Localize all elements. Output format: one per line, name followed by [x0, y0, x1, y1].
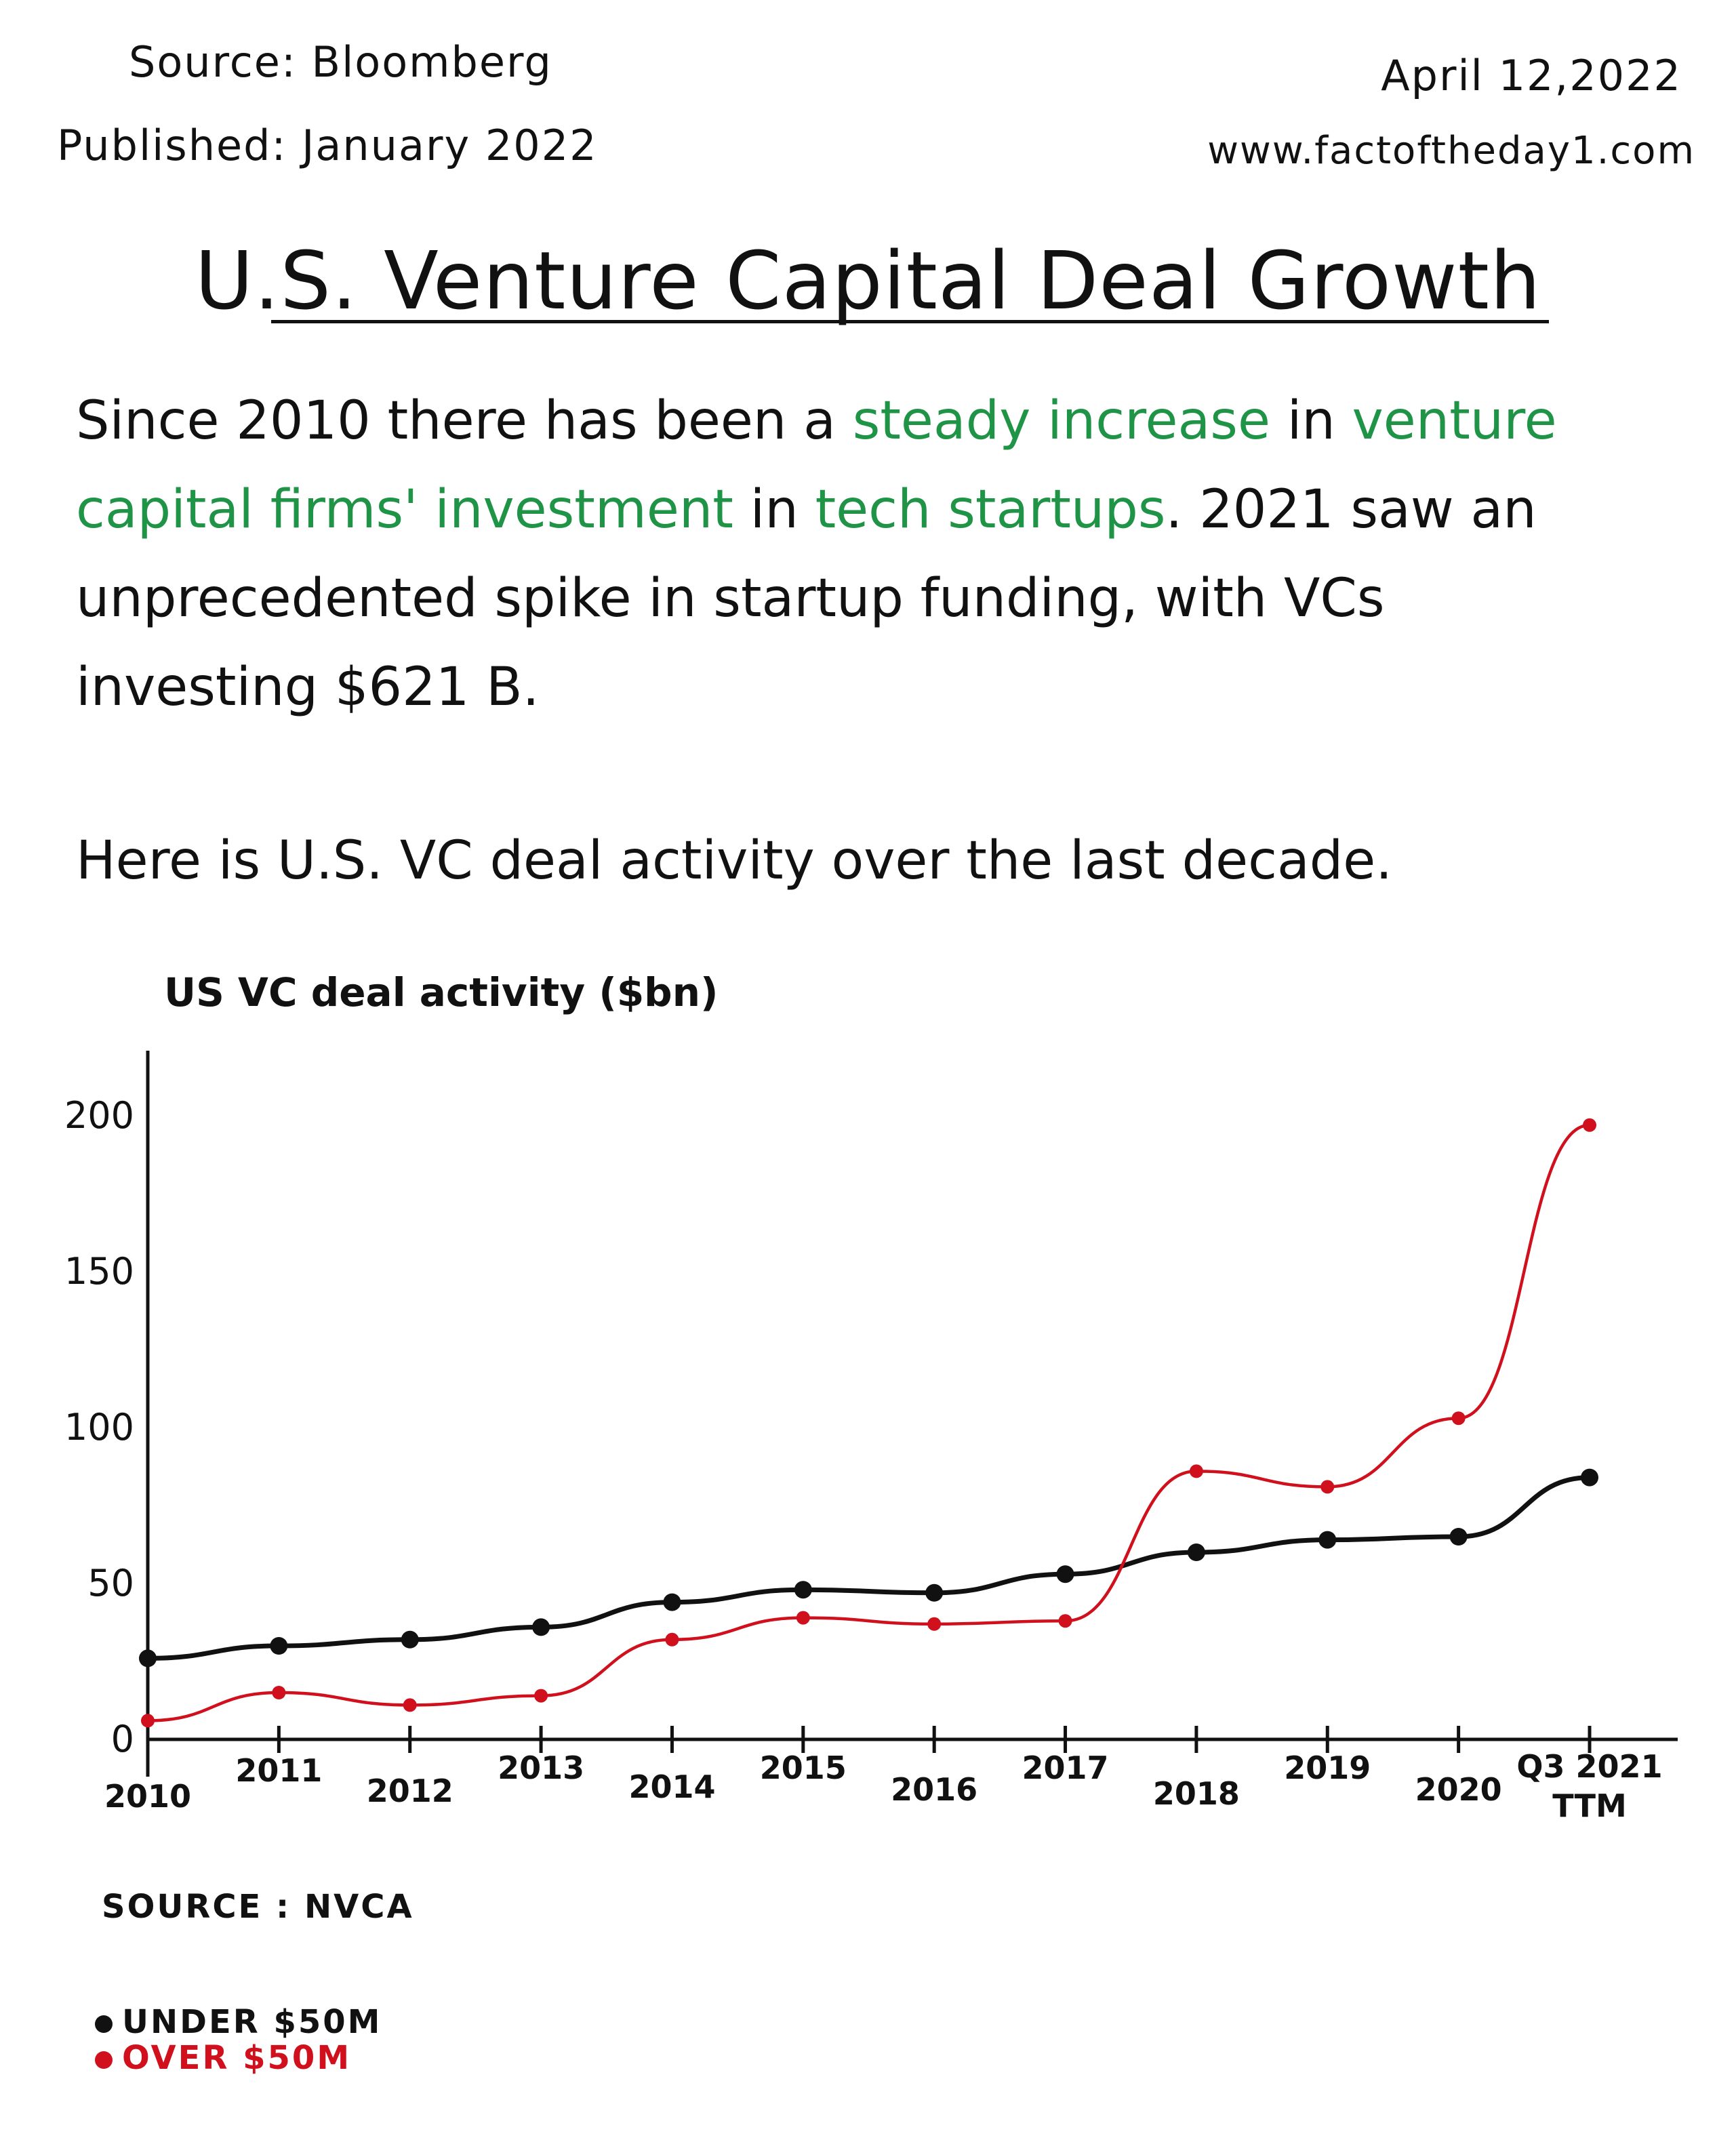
intro-text-2: in — [1270, 390, 1352, 451]
x-tick-label: 2020 — [1415, 1771, 1502, 1808]
x-tick-label: TTM — [1552, 1788, 1627, 1824]
data-point-over-50m — [403, 1698, 417, 1712]
x-tick-label: 2015 — [760, 1750, 847, 1786]
data-point-over-50m — [141, 1714, 155, 1728]
y-tick-label: 0 — [111, 1718, 134, 1760]
data-point-over-50m — [272, 1686, 286, 1699]
page-title: U.S. Venture Capital Deal Growth — [195, 234, 1541, 327]
x-tick-label: 2010 — [104, 1778, 191, 1815]
x-tick-label: 2012 — [367, 1773, 453, 1809]
intro-highlight-2: venture capital firms' investment — [76, 390, 1557, 540]
x-axis-ticks: 2010 2011 2012 2013 2014 2015 2016 2017 2018 2019… — [104, 1726, 1663, 1824]
intro-text-1: Since 2010 there has been a — [76, 390, 853, 451]
data-point-over-50m — [1320, 1480, 1335, 1494]
intro-highlight-3: tech startups — [815, 479, 1166, 540]
data-point-over-50m — [796, 1611, 810, 1625]
data-point-over-50m — [665, 1632, 679, 1647]
series-points — [139, 1118, 1598, 1728]
legend-over-label: OVER $50M — [122, 2039, 352, 2077]
y-tick-label: 100 — [64, 1406, 134, 1449]
data-point-under-50m — [401, 1630, 419, 1649]
y-tick-label: 50 — [87, 1562, 134, 1604]
legend-under-swatch — [95, 2015, 113, 2033]
legend-over: OVER $50M — [95, 2039, 351, 2077]
data-point-under-50m — [663, 1593, 681, 1611]
data-point-over-50m — [1058, 1614, 1072, 1628]
series-line-over-50m — [147, 1123, 1590, 1722]
x-tick-label: 2018 — [1153, 1775, 1240, 1812]
legend-over-swatch — [95, 2051, 113, 2069]
intro-paragraph: Since 2010 there has been a steady incre… — [76, 377, 1635, 732]
published-label: Published: January 2022 — [57, 121, 598, 170]
series-line-under-50m — [147, 1475, 1590, 1661]
source-label: Source: Bloomberg — [129, 37, 552, 87]
data-point-over-50m — [1451, 1411, 1466, 1426]
y-axis-ticks: 0 50 100 150 200 — [64, 1094, 134, 1760]
data-point-under-50m — [1056, 1565, 1074, 1583]
x-tick-label: 2016 — [891, 1771, 977, 1808]
data-point-over-50m — [1189, 1464, 1203, 1478]
chart-y-axis-label: US VC deal activity ($bn) — [164, 969, 719, 1015]
data-point-under-50m — [1318, 1531, 1337, 1549]
x-tick-label: 2017 — [1022, 1750, 1109, 1786]
data-point-under-50m — [1449, 1528, 1468, 1546]
intro-text-3: in — [733, 479, 815, 540]
date-label: April 12,2022 — [1381, 51, 1682, 100]
y-tick-label: 200 — [64, 1094, 134, 1137]
data-point-under-50m — [270, 1637, 288, 1655]
x-tick-label: 2013 — [498, 1750, 584, 1786]
data-point-under-50m — [925, 1583, 944, 1602]
intro-text-4: . 2021 saw an unprecedented spike in sta… — [76, 479, 1537, 718]
data-point-under-50m — [1187, 1543, 1205, 1561]
data-point-under-50m — [794, 1581, 812, 1599]
data-point-over-50m — [927, 1617, 942, 1631]
series-lines — [147, 1123, 1590, 1722]
x-tick-label: 2014 — [628, 1769, 715, 1805]
y-tick-label: 150 — [64, 1250, 134, 1293]
data-point-under-50m — [532, 1618, 550, 1636]
data-point-over-50m — [1583, 1118, 1596, 1132]
chart-axes — [146, 1051, 1678, 1777]
x-tick-label: Q3 2021 — [1516, 1748, 1662, 1785]
data-point-over-50m — [534, 1689, 548, 1703]
x-tick-label: 2019 — [1284, 1750, 1371, 1786]
x-tick-label: 2011 — [235, 1752, 322, 1789]
legend-under: UNDER $50M — [95, 2003, 382, 2041]
intro-highlight-1: steady increase — [852, 390, 1270, 451]
chart-source-note: SOURCE : NVCA — [102, 1888, 414, 1926]
chart-intro-note: Here is U.S. VC deal activity over the l… — [76, 830, 1393, 891]
data-point-under-50m — [139, 1649, 157, 1668]
legend-under-label: UNDER $50M — [122, 2003, 382, 2041]
website-label: www.factoftheday1.com — [1207, 129, 1695, 173]
title-underline — [271, 320, 1549, 323]
data-point-under-50m — [1581, 1468, 1598, 1487]
